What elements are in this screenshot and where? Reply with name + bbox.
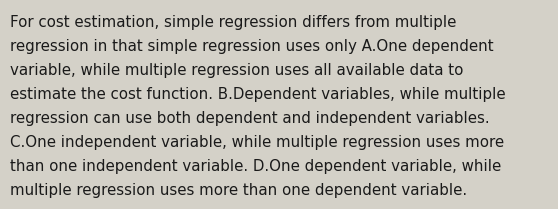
Text: C.One independent variable, while multiple regression uses more: C.One independent variable, while multip…	[10, 135, 504, 150]
Text: regression in that simple regression uses only A.One dependent: regression in that simple regression use…	[10, 39, 494, 54]
Text: than one independent variable. D.One dependent variable, while: than one independent variable. D.One dep…	[10, 159, 501, 174]
Text: For cost estimation, simple regression differs from multiple: For cost estimation, simple regression d…	[10, 15, 456, 30]
Text: estimate the cost function. B.Dependent variables, while multiple: estimate the cost function. B.Dependent …	[10, 87, 506, 102]
Text: variable, while multiple regression uses all available data to: variable, while multiple regression uses…	[10, 63, 463, 78]
Text: regression can use both dependent and independent variables.: regression can use both dependent and in…	[10, 111, 490, 126]
Text: multiple regression uses more than one dependent variable.: multiple regression uses more than one d…	[10, 183, 467, 198]
